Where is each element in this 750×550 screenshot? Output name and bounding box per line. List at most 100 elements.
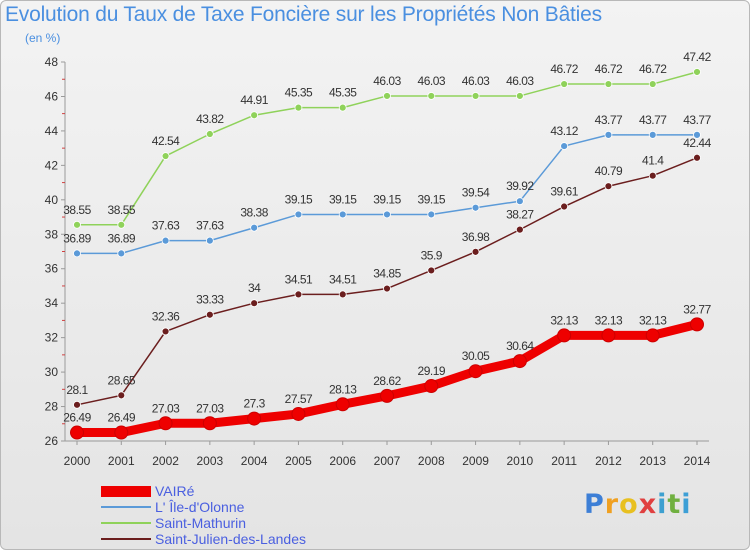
data-point [383,210,391,219]
data-point [117,249,126,258]
data-label: 28.1 [66,383,88,397]
data-point [557,328,572,343]
data-point [250,111,259,120]
data-label: 37.63 [152,219,180,233]
data-label: 46.03 [373,74,401,88]
data-point [117,220,126,229]
x-tick-label: 2007 [374,454,401,468]
data-point [205,236,214,245]
legend-swatch-saint-julien [101,538,151,540]
data-label: 32.13 [595,313,623,327]
legend-label-ile-d-olonne: L' Île-d'Olonne [155,499,245,515]
data-label: 44.91 [240,93,268,107]
data-label: 39.61 [550,185,578,199]
data-label: 46.03 [462,74,490,88]
data-point [471,247,480,256]
data-point [73,249,81,258]
y-tick-label: 48 [45,55,59,69]
data-label: 38.55 [108,203,136,217]
data-label: 43.77 [683,113,711,127]
data-point [250,299,259,308]
data-label: 39.15 [329,192,357,206]
y-tick-label: 36 [45,262,59,276]
data-label: 28.65 [108,373,136,387]
data-label: 38.27 [506,208,534,222]
data-label: 34.51 [329,272,357,286]
data-label: 41.4 [642,154,664,168]
y-tick-label: 26 [45,434,59,448]
brand-letter: P [584,489,605,520]
data-label: 26.49 [108,411,136,425]
data-label: 39.15 [373,192,401,206]
data-point [383,92,391,100]
data-point [294,103,303,112]
brand-logo: Proxiti [584,489,692,520]
y-tick-label: 32 [45,331,59,345]
x-tick-label: 2004 [241,454,268,468]
data-label: 39.15 [418,192,446,206]
brand-letter: i [681,489,692,520]
brand-letter: t [667,489,682,520]
data-point [693,130,701,139]
data-label: 39.15 [285,192,313,206]
data-label: 28.62 [373,374,401,388]
data-point [70,425,84,440]
data-label: 43.12 [550,124,578,138]
data-label: 39.92 [506,179,534,193]
legend-swatch-ile-d-olonne [101,506,151,508]
data-label: 30.05 [462,349,490,363]
data-point [693,153,701,162]
legend-label-saint-mathurin: Saint-Mathurin [155,515,247,531]
data-label: 46.03 [418,74,446,88]
x-tick-label: 2003 [197,454,224,468]
x-tick-label: 2000 [64,454,91,468]
y-tick-label: 42 [45,158,59,172]
data-label: 40.79 [595,164,623,178]
x-tick-label: 2009 [462,454,489,468]
data-label: 43.77 [595,113,623,127]
data-label: 34.51 [285,272,313,286]
brand-letter: x [638,489,658,520]
data-label: 38.55 [63,203,91,217]
data-point [158,416,173,431]
data-point [604,182,613,191]
data-point [205,130,214,138]
data-point [294,210,303,219]
data-label: 34.85 [373,267,401,281]
data-label: 36.98 [462,230,490,244]
data-label: 27.03 [196,401,224,415]
data-label: 34 [248,281,261,295]
data-point [604,80,613,88]
data-point [693,68,701,76]
data-point [161,152,170,160]
legend-label-saint-julien: Saint-Julien-des-Landes [155,531,306,547]
x-tick-label: 2008 [418,454,445,468]
brand-letter: o [619,489,639,520]
data-label: 32.77 [683,302,711,316]
x-tick-label: 2001 [108,454,135,468]
y-tick-label: 38 [45,227,59,241]
data-label: 32.36 [152,309,180,323]
data-label: 30.64 [506,339,534,353]
data-label: 35.9 [421,248,443,262]
data-label: 27.3 [243,397,265,411]
data-point [205,310,214,319]
chart-title: Evolution du Taux de Taxe Foncière sur l… [5,3,602,26]
data-point [560,80,569,88]
data-point [515,225,524,234]
legend-swatch-vaire [101,486,151,497]
data-label: 42.54 [152,134,180,148]
data-label: 46.72 [595,62,623,76]
data-point [161,327,170,336]
data-point [427,210,436,219]
data-point [383,284,391,293]
data-label: 37.63 [196,219,224,233]
y-tick-label: 40 [45,193,59,207]
y-tick-label: 46 [45,89,59,103]
data-point [161,236,170,245]
x-tick-label: 2006 [329,454,356,468]
data-label: 46.03 [506,74,534,88]
data-point [512,354,527,369]
data-point [291,406,306,421]
